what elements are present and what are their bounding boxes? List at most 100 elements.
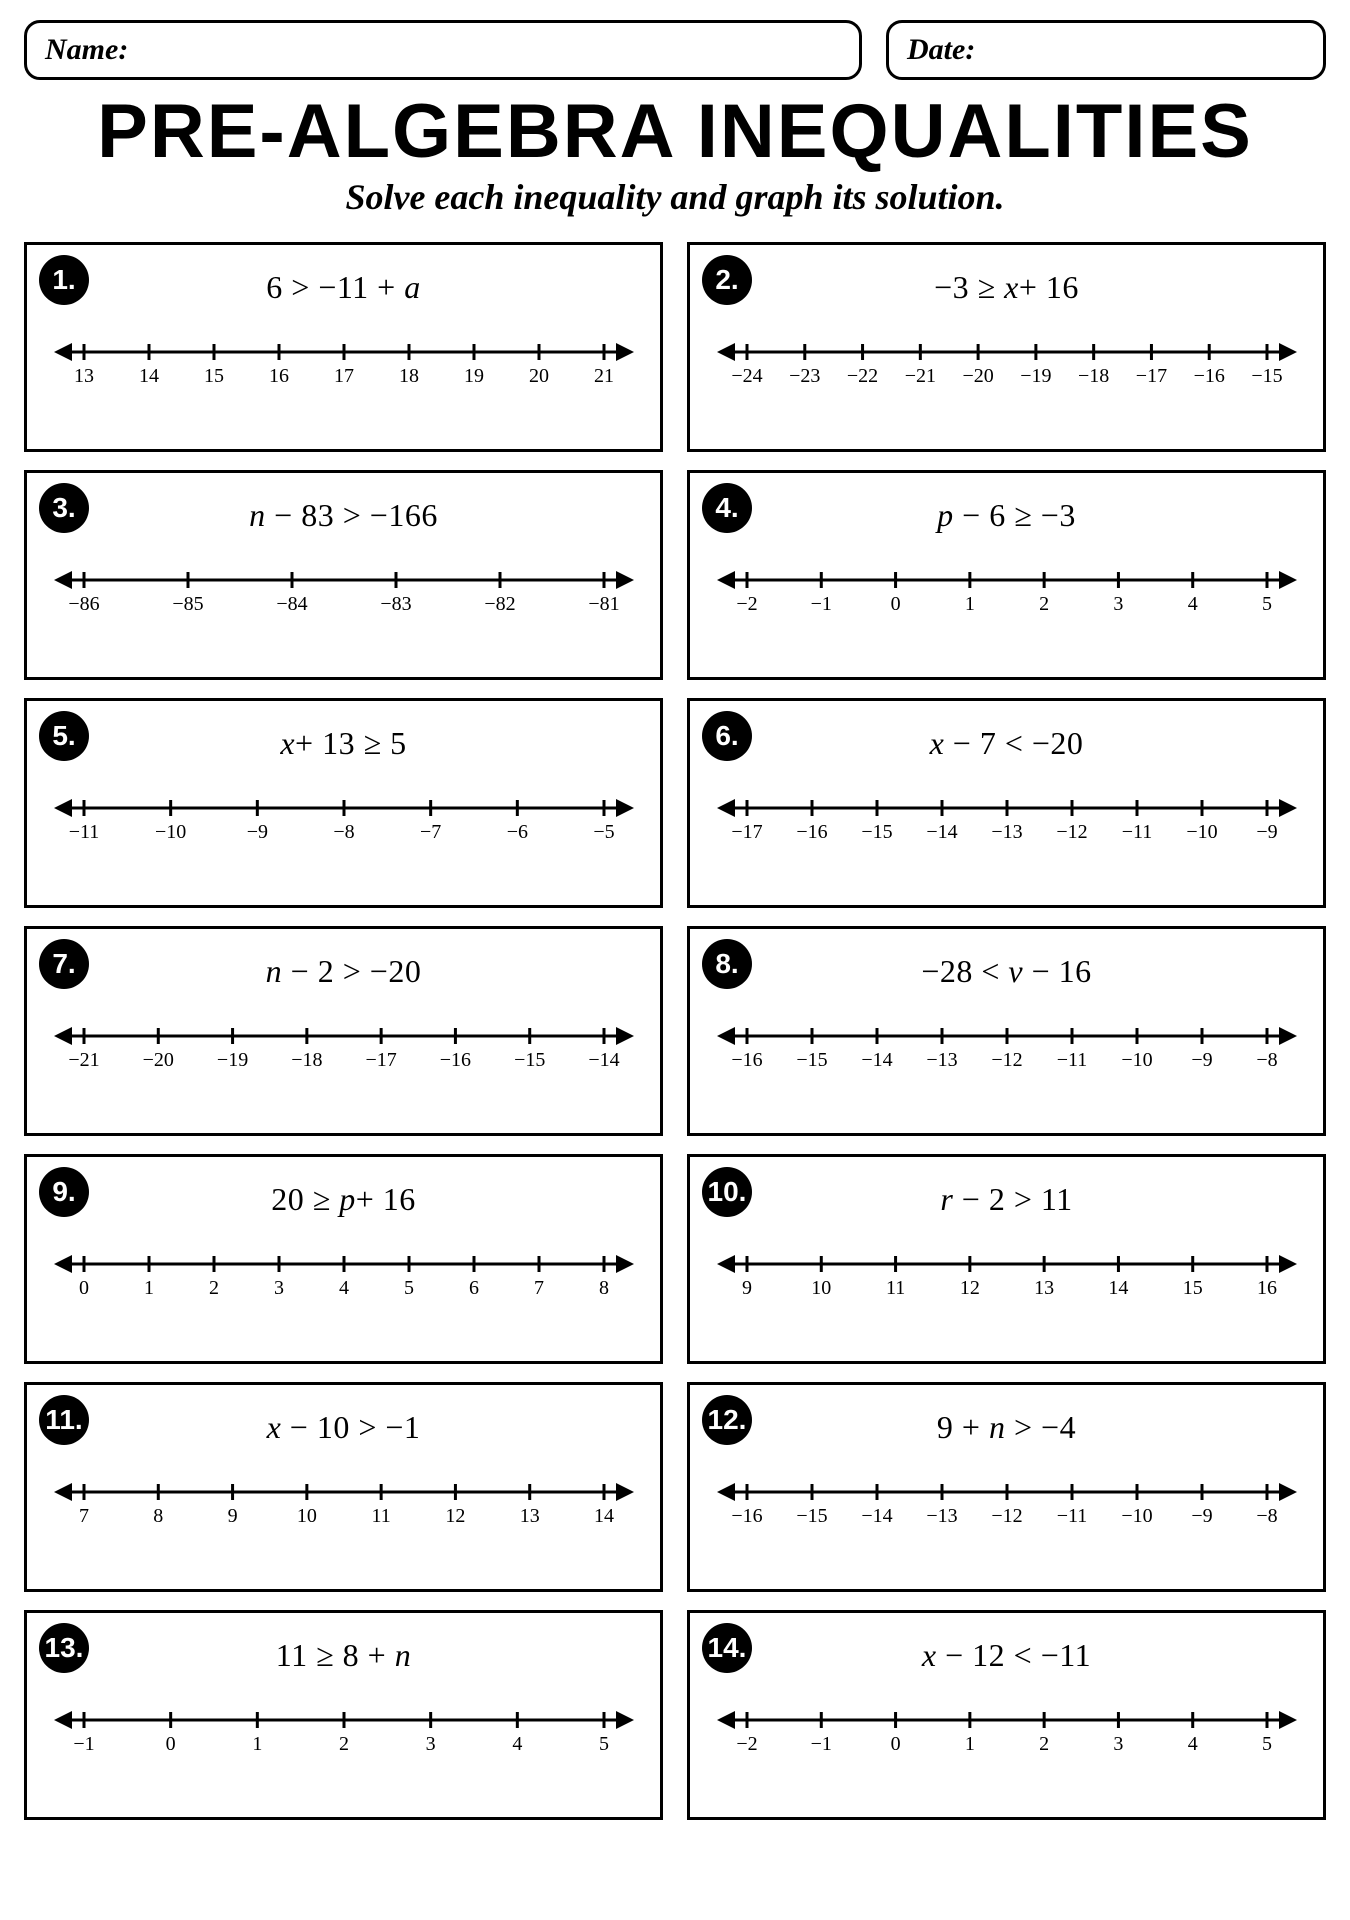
problem-cell: 10.r − 2 > 11910111213141516 <box>687 1154 1326 1364</box>
name-field[interactable]: Name: <box>24 20 862 80</box>
number-line: −17−16−15−14−13−12−11−10−9 <box>708 784 1305 854</box>
svg-text:2: 2 <box>1039 593 1049 615</box>
svg-text:2: 2 <box>1039 1733 1049 1755</box>
svg-text:−9: −9 <box>1191 1505 1212 1527</box>
svg-text:−10: −10 <box>1121 1505 1152 1527</box>
svg-text:14: 14 <box>594 1505 614 1527</box>
problem-number-badge: 6. <box>702 711 752 761</box>
svg-text:−15: −15 <box>1251 365 1282 387</box>
svg-text:−11: −11 <box>1121 821 1152 843</box>
svg-text:2: 2 <box>339 1733 349 1755</box>
svg-text:−16: −16 <box>731 1049 762 1071</box>
svg-text:16: 16 <box>1257 1277 1277 1299</box>
svg-text:−6: −6 <box>506 821 527 843</box>
svg-text:−2: −2 <box>736 1733 757 1755</box>
svg-text:11: 11 <box>885 1277 904 1299</box>
svg-text:1: 1 <box>144 1277 154 1299</box>
svg-text:−13: −13 <box>926 1505 957 1527</box>
svg-text:12: 12 <box>959 1277 979 1299</box>
svg-text:−18: −18 <box>291 1049 322 1071</box>
svg-text:−2: −2 <box>736 593 757 615</box>
svg-text:−85: −85 <box>172 593 203 615</box>
svg-text:1: 1 <box>964 593 974 615</box>
svg-text:−7: −7 <box>420 821 441 843</box>
problem-number-badge: 5. <box>39 711 89 761</box>
number-line: 012345678 <box>45 1240 642 1310</box>
svg-text:10: 10 <box>296 1505 316 1527</box>
svg-text:−15: −15 <box>796 1505 827 1527</box>
number-line: −1012345 <box>45 1696 642 1766</box>
svg-text:3: 3 <box>274 1277 284 1299</box>
svg-text:−13: −13 <box>926 1049 957 1071</box>
inequality-expression: −28 < v − 16 <box>708 953 1305 990</box>
svg-text:−9: −9 <box>1256 821 1277 843</box>
number-line: 7891011121314 <box>45 1468 642 1538</box>
worksheet-title: PRE-ALGEBRA INEQUALITIES <box>24 94 1326 170</box>
inequality-expression: n − 2 > −20 <box>45 953 642 990</box>
problem-cell: 2.−3 ≥ x+ 16−24−23−22−21−20−19−18−17−16−… <box>687 242 1326 452</box>
svg-text:−24: −24 <box>731 365 762 387</box>
svg-text:−12: −12 <box>991 1049 1022 1071</box>
problem-cell: 6.x − 7 < −20−17−16−15−14−13−12−11−10−9 <box>687 698 1326 908</box>
inequality-expression: r − 2 > 11 <box>708 1181 1305 1218</box>
svg-text:2: 2 <box>209 1277 219 1299</box>
svg-text:4: 4 <box>339 1277 349 1299</box>
inequality-expression: 6 > −11 + a <box>45 269 642 306</box>
date-field[interactable]: Date: <box>886 20 1326 80</box>
svg-text:−14: −14 <box>588 1049 619 1071</box>
svg-text:−12: −12 <box>991 1505 1022 1527</box>
problem-number-badge: 2. <box>702 255 752 305</box>
svg-text:11: 11 <box>371 1505 390 1527</box>
problem-number-badge: 7. <box>39 939 89 989</box>
problem-cell: 3.n − 83 > −166−86−85−84−83−82−81 <box>24 470 663 680</box>
svg-text:−8: −8 <box>1256 1049 1277 1071</box>
problem-cell: 13.11 ≥ 8 + n−1012345 <box>24 1610 663 1820</box>
svg-text:8: 8 <box>153 1505 163 1527</box>
number-line: −21−20−19−18−17−16−15−14 <box>45 1012 642 1082</box>
number-line: −16−15−14−13−12−11−10−9−8 <box>708 1012 1305 1082</box>
svg-text:15: 15 <box>204 365 224 387</box>
svg-text:6: 6 <box>469 1277 479 1299</box>
number-line: −24−23−22−21−20−19−18−17−16−15 <box>708 328 1305 398</box>
svg-text:10: 10 <box>811 1277 831 1299</box>
problem-cell: 5.x+ 13 ≥ 5−11−10−9−8−7−6−5 <box>24 698 663 908</box>
svg-text:17: 17 <box>334 365 354 387</box>
svg-text:13: 13 <box>1034 1277 1054 1299</box>
problem-grid: 1.6 > −11 + a1314151617181920212.−3 ≥ x+… <box>24 242 1326 1820</box>
svg-text:5: 5 <box>404 1277 414 1299</box>
svg-text:−10: −10 <box>155 821 186 843</box>
number-line: −11−10−9−8−7−6−5 <box>45 784 642 854</box>
svg-text:−11: −11 <box>1056 1049 1087 1071</box>
problem-cell: 12.9 + n > −4−16−15−14−13−12−11−10−9−8 <box>687 1382 1326 1592</box>
problem-number-badge: 12. <box>702 1395 752 1445</box>
inequality-expression: n − 83 > −166 <box>45 497 642 534</box>
svg-text:0: 0 <box>890 593 900 615</box>
svg-text:−17: −17 <box>731 821 762 843</box>
problem-number-badge: 13. <box>39 1623 89 1673</box>
svg-text:21: 21 <box>594 365 614 387</box>
svg-text:3: 3 <box>1113 1733 1123 1755</box>
problem-number-badge: 9. <box>39 1167 89 1217</box>
svg-text:19: 19 <box>464 365 484 387</box>
svg-text:20: 20 <box>529 365 549 387</box>
svg-text:−16: −16 <box>796 821 827 843</box>
svg-text:−1: −1 <box>810 1733 831 1755</box>
svg-text:5: 5 <box>599 1733 609 1755</box>
svg-text:−17: −17 <box>365 1049 396 1071</box>
svg-text:−20: −20 <box>142 1049 173 1071</box>
number-line: −86−85−84−83−82−81 <box>45 556 642 626</box>
svg-text:9: 9 <box>742 1277 752 1299</box>
svg-text:−1: −1 <box>73 1733 94 1755</box>
inequality-expression: x − 10 > −1 <box>45 1409 642 1446</box>
svg-text:0: 0 <box>890 1733 900 1755</box>
inequality-expression: x+ 13 ≥ 5 <box>45 725 642 762</box>
svg-text:−14: −14 <box>861 1505 892 1527</box>
svg-text:−10: −10 <box>1186 821 1217 843</box>
svg-text:14: 14 <box>1108 1277 1128 1299</box>
svg-text:−13: −13 <box>991 821 1022 843</box>
number-line: −2−1012345 <box>708 556 1305 626</box>
svg-text:14: 14 <box>139 365 159 387</box>
inequality-expression: 20 ≥ p+ 16 <box>45 1181 642 1218</box>
problem-cell: 8.−28 < v − 16−16−15−14−13−12−11−10−9−8 <box>687 926 1326 1136</box>
svg-text:−9: −9 <box>246 821 267 843</box>
